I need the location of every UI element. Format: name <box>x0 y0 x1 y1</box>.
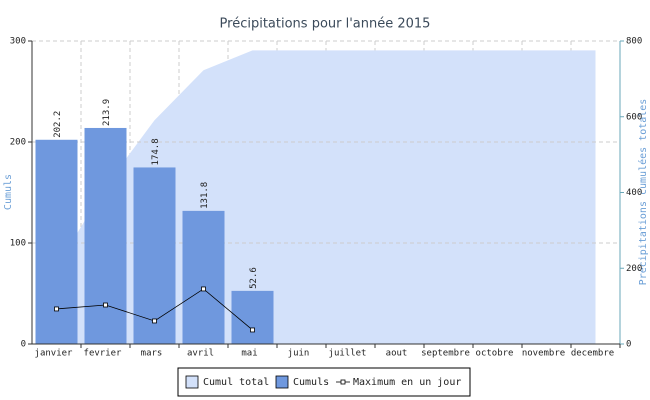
bar <box>231 290 274 344</box>
line-marker <box>152 318 157 324</box>
bar-value-label: 131.8 <box>200 182 210 209</box>
y-tick-label: 0 <box>21 340 26 350</box>
chart-title: Précipitations pour l'année 2015 <box>220 17 431 32</box>
legend-label: Cumuls <box>293 377 329 388</box>
bar-value-label: 174.8 <box>151 138 161 165</box>
x-tick-label: mai <box>241 349 257 359</box>
legend-swatch-marker <box>340 379 346 385</box>
y2-tick-label: 200 <box>626 264 642 274</box>
x-tick-label: aout <box>386 349 408 359</box>
x-tick-label: mars <box>141 349 163 359</box>
legend-label: Maximum en un jour <box>353 377 461 388</box>
x-tick-label: avril <box>187 349 214 359</box>
y-tick-label: 200 <box>10 138 26 148</box>
line-marker <box>201 286 206 292</box>
x-tick-label: juillet <box>329 349 367 359</box>
line-marker <box>103 302 108 308</box>
y-axis-label: Cumuls <box>3 174 14 210</box>
x-tick-label: decembre <box>571 349 614 359</box>
bar <box>84 127 127 344</box>
bar <box>35 139 78 344</box>
bar-value-label: 52.6 <box>249 267 259 289</box>
legend-swatch <box>185 375 199 389</box>
y-tick-label: 300 <box>10 37 26 47</box>
y2-axis-label: Précipitations cumulées totales <box>637 99 649 286</box>
y2-tick-label: 600 <box>626 112 642 122</box>
x-tick-label: juin <box>288 349 310 359</box>
bar-value-label: 202.2 <box>53 111 63 138</box>
y2-tick-label: 0 <box>626 340 631 350</box>
legend-swatch <box>275 375 289 389</box>
legend-label: Cumul total <box>203 377 269 388</box>
x-tick-label: septembre <box>421 349 470 359</box>
bar-value-label: 213.9 <box>102 99 112 126</box>
bar <box>182 210 225 344</box>
x-tick-label: fevrier <box>84 349 123 359</box>
x-tick-label: octobre <box>476 349 514 359</box>
line-marker <box>54 306 59 312</box>
x-tick-label: janvier <box>35 349 74 359</box>
y2-tick-label: 400 <box>626 188 642 198</box>
x-tick-label: novembre <box>522 349 565 359</box>
y2-tick-label: 800 <box>626 37 642 47</box>
bar <box>133 167 176 344</box>
y-tick-label: 100 <box>10 239 26 249</box>
legend-box <box>177 367 471 397</box>
line-marker <box>250 327 255 333</box>
